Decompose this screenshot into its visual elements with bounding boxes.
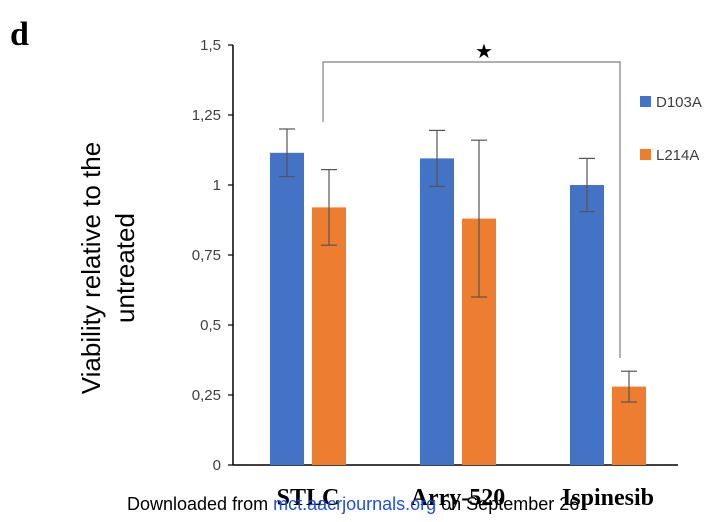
y-axis-title-line-1: Viability relative to the	[76, 142, 106, 394]
error-bar	[279, 128, 295, 178]
panel-label: d	[10, 16, 29, 53]
legend-label: L214A	[656, 147, 699, 164]
y-axis-ticks: 0 0,25 0,5 0,75 1 1,25 1,5	[192, 37, 233, 474]
y-tick-label: 0,25	[192, 387, 221, 404]
category-label: Ispinesib	[562, 485, 654, 511]
error-bar	[471, 139, 487, 298]
y-tick-label: 1,5	[200, 37, 221, 54]
bars	[270, 152, 646, 466]
legend-label: D103A	[656, 94, 702, 111]
category-label: STLC	[277, 485, 340, 511]
y-axis-title-line-2: untreated	[110, 213, 140, 323]
category-labels: STLC Arry-520 Ispinesib	[277, 485, 654, 511]
y-tick-label: 0,5	[200, 317, 221, 334]
error-bar	[579, 157, 595, 213]
significance-bracket: ★	[322, 39, 621, 358]
y-tick-label: 1	[213, 177, 221, 194]
bar-d103a-ispinesib	[570, 185, 604, 465]
error-bar	[429, 129, 445, 187]
error-bar	[621, 370, 637, 403]
bracket-line	[322, 61, 621, 358]
footer-prefix: Downloaded from	[127, 494, 273, 514]
legend: D103A L214A	[640, 94, 702, 164]
y-axis-title: Viability relative to the untreated	[76, 142, 140, 394]
bar-d103a-arry-520	[420, 158, 454, 465]
bar-l214a-stlc	[312, 207, 346, 465]
significance-star: ★	[475, 39, 493, 63]
y-tick-label: 0	[213, 457, 221, 474]
footer-link[interactable]: mct.aacrjournals.org	[273, 494, 436, 514]
legend-swatch	[640, 96, 651, 107]
error-bars	[279, 128, 637, 403]
y-tick-label: 0,75	[192, 247, 221, 264]
error-bar	[321, 169, 337, 246]
y-tick-label: 1,25	[192, 107, 221, 124]
category-label: Arry-520	[411, 485, 506, 511]
bar-d103a-stlc	[270, 152, 304, 466]
download-footer: Downloaded from mct.aacrjournals.org on …	[127, 494, 579, 514]
footer-suffix: on September 26	[436, 494, 579, 514]
legend-swatch	[640, 149, 651, 160]
